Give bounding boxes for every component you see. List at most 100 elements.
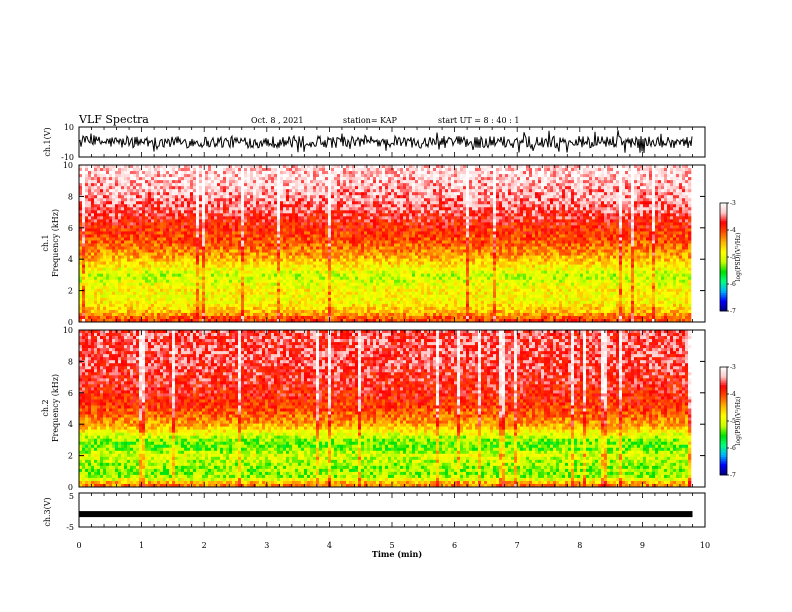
spectrogram-cell xyxy=(142,192,146,196)
spectrogram-cell xyxy=(328,234,332,238)
spectrogram-cell xyxy=(331,195,335,199)
spectrogram-cell xyxy=(181,300,185,305)
spectrogram-cell xyxy=(190,219,194,223)
spectrogram-cell xyxy=(235,171,239,175)
spectrogram-cell xyxy=(238,165,242,169)
spectrogram-cell xyxy=(289,309,293,314)
spectrogram-cell xyxy=(178,288,182,293)
spectrogram-cell xyxy=(337,237,341,241)
spectrogram-cell xyxy=(163,300,167,305)
spectrogram-cell xyxy=(274,303,278,308)
spectrogram-cell xyxy=(277,282,281,287)
spectrogram-cell xyxy=(214,246,218,250)
spectrogram-cell xyxy=(271,207,275,211)
spectrogram-cell xyxy=(283,273,287,278)
spectrogram-cell xyxy=(136,198,140,202)
spectrogram-cell xyxy=(184,294,188,299)
spectrogram-cell xyxy=(142,306,146,311)
spectrogram-cell xyxy=(190,249,194,253)
spectrogram-cell xyxy=(340,207,344,211)
spectrogram-cell xyxy=(361,234,365,238)
spectrogram-cell xyxy=(349,264,353,268)
spectrogram-cell xyxy=(223,195,227,199)
spectrogram-cell xyxy=(169,192,173,196)
spectrogram-cell xyxy=(181,216,185,220)
spectrogram-cell xyxy=(277,168,281,172)
spectrogram-cell xyxy=(94,315,98,320)
spectrogram-cell xyxy=(196,192,200,196)
spectrogram-cell xyxy=(226,198,230,202)
spectrogram-cell xyxy=(160,237,164,241)
spectrogram-cell xyxy=(235,237,239,241)
spectrogram-cell xyxy=(316,243,320,247)
spectrogram-cell xyxy=(112,264,116,268)
spectrogram-cell xyxy=(217,171,221,175)
spectrogram-cell xyxy=(241,279,245,284)
spectrogram-cell xyxy=(256,231,260,235)
spectrogram-cell xyxy=(289,276,293,281)
spectrogram-cell xyxy=(340,177,344,181)
spectrogram-cell xyxy=(79,282,83,287)
spectrogram-cell xyxy=(301,297,305,302)
spectrogram-cell xyxy=(103,234,107,238)
spectrogram-cell xyxy=(166,255,170,259)
spectrogram-cell xyxy=(307,189,311,193)
spectrogram-cell xyxy=(253,315,257,320)
spectrogram-cell xyxy=(136,276,140,281)
spectrogram-cell xyxy=(280,303,284,308)
spectrogram-cell xyxy=(295,294,299,299)
spectrogram-cell xyxy=(79,297,83,302)
spectrogram-cell xyxy=(298,243,302,247)
spectrogram-cell xyxy=(238,303,242,308)
spectrogram-cell xyxy=(190,309,194,314)
spectrogram-cell xyxy=(328,288,332,293)
spectrogram-cell xyxy=(271,261,275,265)
spectrogram-cell xyxy=(268,177,272,181)
spectrogram-cell xyxy=(94,165,98,169)
spectrogram-cell xyxy=(220,273,224,278)
spectrogram-cell xyxy=(184,300,188,305)
spectrogram-cell xyxy=(103,225,107,229)
spectrogram-cell xyxy=(139,177,143,181)
spectrogram-cell xyxy=(181,243,185,247)
spectrogram-cell xyxy=(130,219,134,223)
spectrogram-cell xyxy=(205,180,209,184)
spectrogram-cell xyxy=(91,312,95,317)
spectrogram-cell xyxy=(121,249,125,253)
spectrogram-cell xyxy=(256,201,260,205)
spectrogram-cell xyxy=(322,300,326,305)
spectrogram-cell xyxy=(211,228,215,232)
spectrogram-cell xyxy=(355,216,359,220)
spectrogram-cell xyxy=(310,237,314,241)
spectrogram-cell xyxy=(97,243,101,247)
spectrogram-cell xyxy=(253,189,257,193)
spectrogram-cell xyxy=(217,276,221,281)
spectrogram-cell xyxy=(151,267,155,271)
spectrogram-cell xyxy=(169,213,173,217)
spectrogram-cell xyxy=(112,213,116,217)
spectrogram-cell xyxy=(256,315,260,320)
spectrogram-cell xyxy=(280,276,284,281)
spectrogram-cell xyxy=(313,303,317,308)
spectrogram-cell xyxy=(331,252,335,256)
spectrogram-cell xyxy=(160,294,164,299)
spectrogram-cell xyxy=(337,192,341,196)
spectrogram-cell xyxy=(202,294,206,299)
spectrogram-cell xyxy=(292,282,296,287)
spectrogram-cell xyxy=(304,210,308,214)
spectrogram-cell xyxy=(229,222,233,226)
spectrogram-cell xyxy=(151,252,155,256)
spectrogram-cell xyxy=(361,213,365,217)
spectrogram-cell xyxy=(223,177,227,181)
spectrogram-cell xyxy=(172,264,176,268)
spectrogram-cell xyxy=(97,171,101,175)
spectrogram-cell xyxy=(250,267,254,271)
spectrogram-cell xyxy=(307,306,311,311)
spectrogram-cell xyxy=(268,300,272,305)
spectrogram-cell xyxy=(220,225,224,229)
spectrogram-cell xyxy=(310,171,314,175)
spectrogram-cell xyxy=(235,177,239,181)
spectrogram-cell xyxy=(148,180,152,184)
spectrogram-cell xyxy=(163,243,167,247)
spectrogram-cell xyxy=(91,183,95,187)
